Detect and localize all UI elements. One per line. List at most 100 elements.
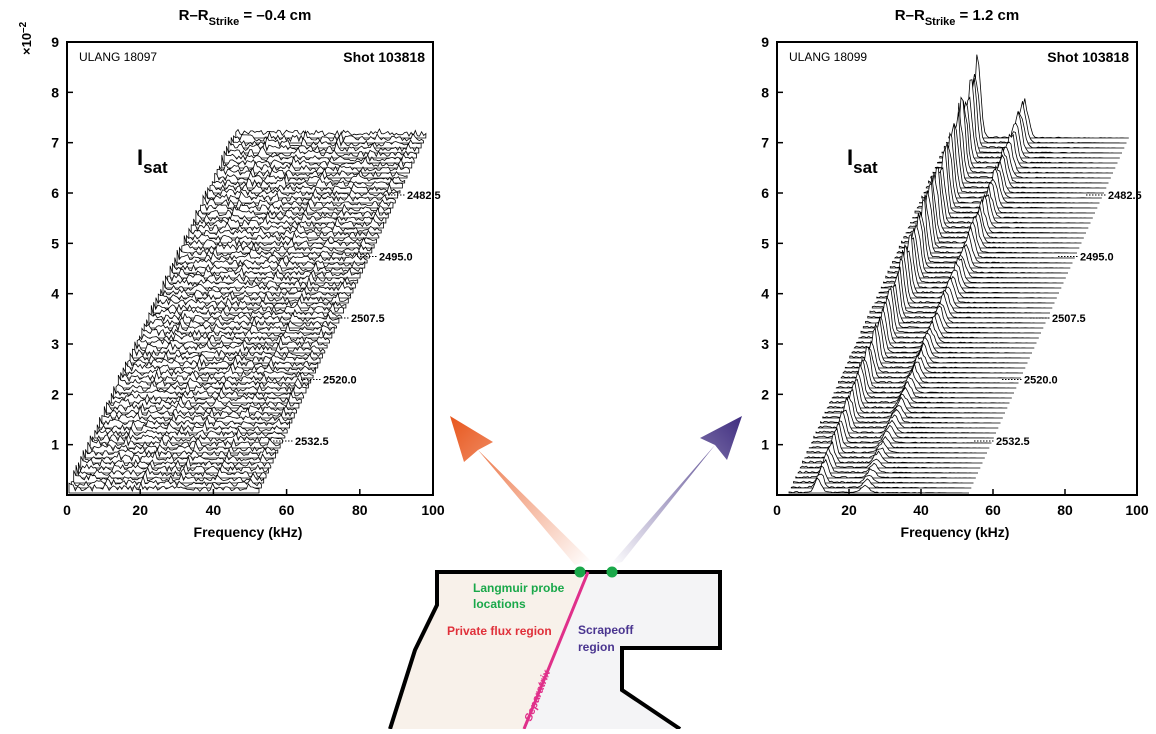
trace — [910, 170, 1091, 224]
separatrix-line — [522, 571, 590, 730]
trace — [874, 250, 1055, 304]
waterfall-traces — [68, 128, 427, 494]
y-tick-label: 9 — [51, 34, 59, 50]
trace — [856, 301, 1037, 344]
trace — [876, 244, 1057, 299]
y-tick-label: 1 — [51, 437, 59, 453]
x-tick-label: 80 — [352, 502, 368, 518]
shot-label: Shot 103818 — [343, 49, 425, 65]
trace — [923, 123, 1104, 194]
x-tick-label: 0 — [63, 502, 71, 518]
time-label: 2482.5 — [1108, 190, 1142, 202]
trace — [802, 440, 983, 464]
signal-label: Isat — [847, 145, 878, 177]
trace — [75, 465, 267, 479]
signal-main: I — [137, 145, 143, 170]
trace — [181, 242, 373, 254]
trace — [921, 131, 1102, 199]
trace — [934, 100, 1116, 169]
trace — [793, 465, 974, 484]
trace — [103, 404, 295, 419]
trace — [815, 409, 996, 434]
trace — [925, 123, 1107, 189]
title-sub: Strike — [925, 16, 956, 28]
trace — [125, 361, 316, 374]
trace — [92, 432, 283, 444]
private-region — [390, 572, 585, 729]
scale-base: ×10 — [19, 33, 34, 55]
probe-label: locations — [473, 597, 526, 611]
trace — [214, 170, 406, 184]
time-label: 2532.5 — [996, 436, 1030, 448]
x-tick-label: 40 — [206, 502, 222, 518]
trace — [928, 111, 1109, 184]
trace — [858, 296, 1039, 339]
scrapeoff-region — [525, 572, 720, 729]
trace — [813, 410, 994, 439]
plot-frame — [66, 41, 434, 496]
trace — [835, 358, 1017, 389]
trace — [831, 362, 1012, 399]
trace — [901, 182, 1082, 244]
trace — [226, 145, 417, 159]
trace — [82, 449, 274, 464]
trace — [146, 315, 338, 329]
trace — [824, 381, 1005, 414]
trace — [912, 166, 1093, 219]
title: R–RStrike = 1.2 cm — [895, 7, 1019, 28]
trace — [849, 317, 1030, 359]
trace — [171, 261, 363, 274]
waterfall-traces — [788, 54, 1129, 494]
y-scale-label: ×10–2 — [18, 21, 34, 55]
arrow-left — [450, 416, 590, 565]
trace — [183, 235, 375, 249]
title: R–RStrike = –0.4 cm — [179, 7, 312, 28]
trace — [790, 473, 972, 489]
arrow-right — [610, 416, 742, 565]
x-axis-label: Frequency (kHz) — [194, 524, 303, 540]
trace — [221, 154, 413, 169]
y-tick-label: 8 — [51, 84, 59, 100]
trace — [120, 370, 312, 384]
trace — [916, 142, 1098, 209]
trace — [143, 320, 335, 334]
trace — [871, 258, 1053, 309]
trace — [174, 257, 366, 269]
trace — [202, 194, 394, 209]
trace — [85, 447, 276, 459]
trace — [169, 265, 361, 279]
trace — [233, 129, 424, 144]
trace — [820, 394, 1001, 424]
trace — [840, 347, 1021, 379]
trace — [70, 475, 262, 489]
y-tick-label: 6 — [761, 185, 769, 201]
y-tick-label: 3 — [51, 336, 59, 352]
trace — [110, 391, 302, 404]
trace — [829, 371, 1010, 404]
probe-label: Langmuir probe — [473, 581, 565, 595]
trace — [903, 175, 1084, 239]
signal-sub: sat — [143, 158, 168, 177]
y-tick-label: 5 — [51, 235, 59, 251]
signal-label: Isat — [137, 145, 168, 177]
trace — [73, 469, 265, 484]
x-axis-label: Frequency (kHz) — [901, 524, 1010, 540]
signal-sub: sat — [853, 158, 878, 177]
trace — [880, 233, 1062, 289]
y-tick-label: 7 — [51, 135, 59, 151]
trace — [134, 341, 326, 354]
trace — [113, 386, 305, 399]
trace — [932, 96, 1113, 174]
signal-main: I — [847, 145, 853, 170]
trace — [101, 411, 293, 424]
ulang-label: ULANG 18097 — [79, 50, 157, 64]
trace — [122, 365, 314, 379]
y-tick-label: 7 — [761, 135, 769, 151]
trace — [914, 147, 1095, 214]
trace — [853, 307, 1035, 349]
x-tick-label: 60 — [985, 502, 1001, 518]
time-label: 2507.5 — [351, 313, 385, 325]
trace — [930, 102, 1111, 179]
trace — [851, 315, 1032, 354]
